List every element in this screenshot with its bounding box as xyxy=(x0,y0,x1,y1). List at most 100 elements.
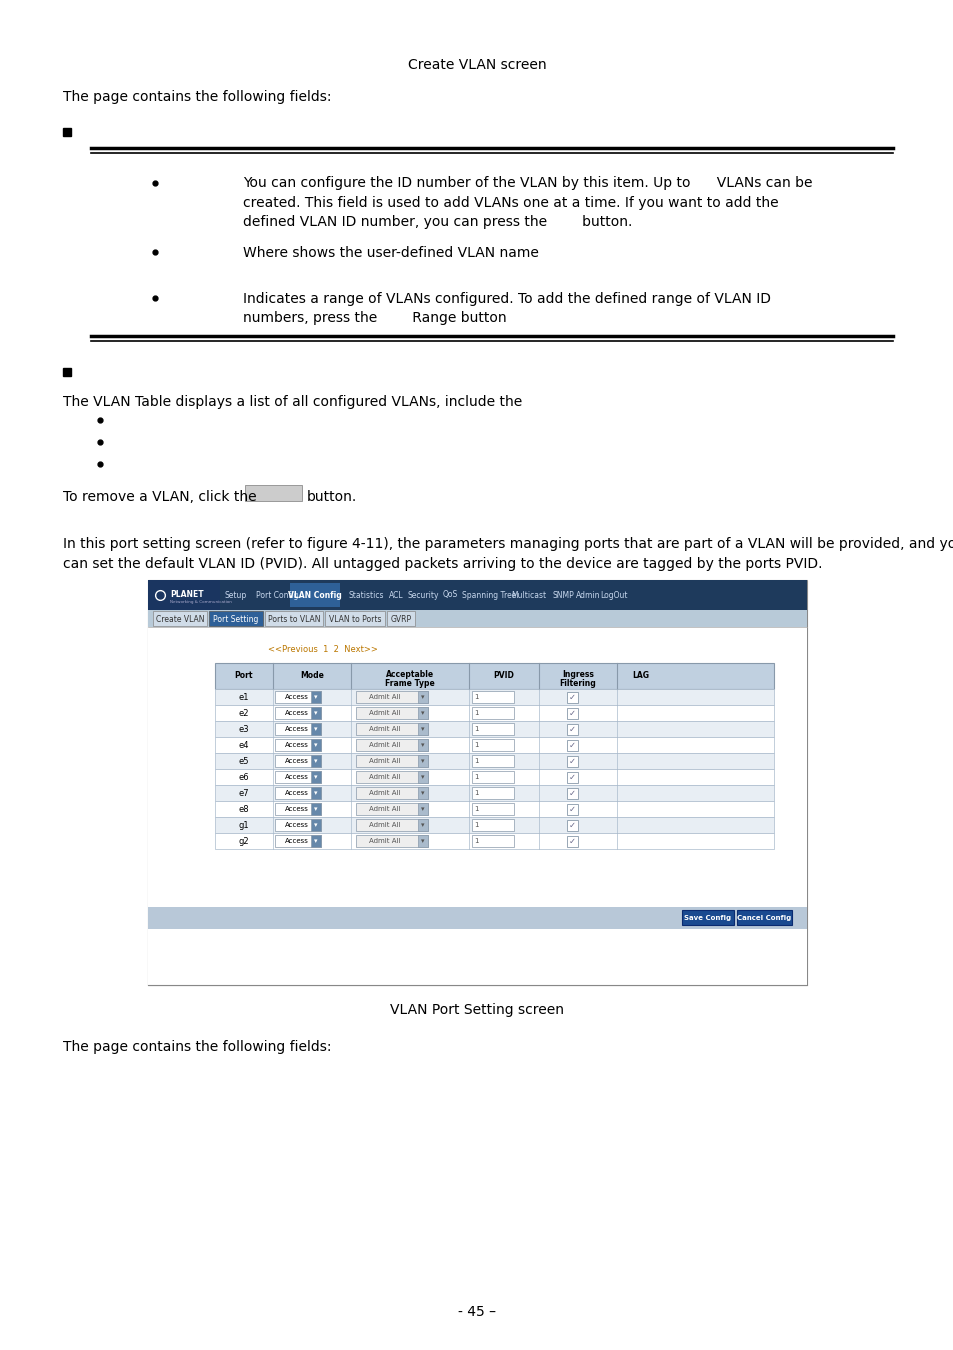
Bar xyxy=(148,610,806,626)
Text: g1: g1 xyxy=(238,821,249,829)
Text: Where shows the user-defined VLAN name: Where shows the user-defined VLAN name xyxy=(243,246,538,261)
Text: Filtering: Filtering xyxy=(559,679,596,688)
Text: ✓: ✓ xyxy=(568,788,575,798)
Text: The page contains the following fields:: The page contains the following fields: xyxy=(63,90,331,104)
Bar xyxy=(566,836,578,846)
Bar xyxy=(472,755,514,767)
Bar xyxy=(472,836,514,846)
Text: ▾: ▾ xyxy=(421,838,424,844)
Text: defined VLAN ID number, you can press the        button.: defined VLAN ID number, you can press th… xyxy=(243,215,632,230)
Bar xyxy=(355,819,428,832)
Bar xyxy=(472,803,514,815)
Text: Multicast: Multicast xyxy=(511,590,545,599)
Text: ▾: ▾ xyxy=(421,806,424,811)
Text: Port Setting: Port Setting xyxy=(213,614,258,624)
Text: Mode: Mode xyxy=(300,671,324,680)
Bar xyxy=(472,819,514,832)
Bar xyxy=(387,612,415,626)
Bar xyxy=(566,693,578,703)
Text: ▾: ▾ xyxy=(421,694,424,701)
Text: Frame Type: Frame Type xyxy=(385,679,435,688)
Bar xyxy=(417,755,428,767)
Text: ▾: ▾ xyxy=(314,774,317,780)
Text: VLAN Port Setting screen: VLAN Port Setting screen xyxy=(390,1003,563,1017)
Text: created. This field is used to add VLANs one at a time. If you want to add the: created. This field is used to add VLANs… xyxy=(243,196,778,211)
Bar xyxy=(274,819,320,832)
Text: ▾: ▾ xyxy=(421,790,424,796)
Text: Spanning Tree: Spanning Tree xyxy=(461,590,516,599)
Bar xyxy=(355,691,428,703)
Text: <<Previous  1  2  Next>>: <<Previous 1 2 Next>> xyxy=(268,644,377,653)
Text: 1: 1 xyxy=(474,710,478,716)
Bar xyxy=(355,803,428,815)
Bar xyxy=(214,817,773,833)
Text: e7: e7 xyxy=(238,788,249,798)
Text: ✓: ✓ xyxy=(568,772,575,782)
Text: PVID: PVID xyxy=(493,671,514,680)
Text: ▾: ▾ xyxy=(314,710,317,716)
Bar xyxy=(417,738,428,751)
Bar xyxy=(311,803,320,815)
Text: Create VLAN screen: Create VLAN screen xyxy=(407,58,546,72)
Text: e2: e2 xyxy=(238,709,249,717)
Text: Save Config: Save Config xyxy=(683,915,731,921)
Bar xyxy=(214,705,773,721)
Text: Access: Access xyxy=(285,790,309,796)
Bar xyxy=(566,740,578,751)
Text: ▾: ▾ xyxy=(421,726,424,732)
Text: ✓: ✓ xyxy=(568,693,575,702)
Text: e8: e8 xyxy=(238,805,249,814)
Bar xyxy=(274,836,320,846)
Text: Acceptable: Acceptable xyxy=(386,670,434,679)
Text: ▾: ▾ xyxy=(314,822,317,828)
Bar xyxy=(245,485,302,501)
Text: Create VLAN: Create VLAN xyxy=(155,614,204,624)
Bar xyxy=(355,738,428,751)
Text: Access: Access xyxy=(285,710,309,716)
Text: e1: e1 xyxy=(238,693,249,702)
Bar xyxy=(311,738,320,751)
Bar xyxy=(566,819,578,832)
Bar xyxy=(274,707,320,720)
Text: ✓: ✓ xyxy=(568,821,575,829)
Text: ▾: ▾ xyxy=(421,757,424,764)
Text: ▾: ▾ xyxy=(314,743,317,748)
Text: 1: 1 xyxy=(474,838,478,844)
Bar xyxy=(274,738,320,751)
Bar xyxy=(417,707,428,720)
Bar xyxy=(417,836,428,846)
Text: ACL: ACL xyxy=(389,590,403,599)
Bar xyxy=(417,803,428,815)
Text: 1: 1 xyxy=(474,790,478,796)
Text: Admit All: Admit All xyxy=(369,838,400,844)
Text: Setup: Setup xyxy=(225,590,247,599)
Text: 1: 1 xyxy=(474,757,478,764)
Text: Admit All: Admit All xyxy=(369,694,400,701)
Text: SNMP: SNMP xyxy=(553,590,574,599)
Bar xyxy=(417,691,428,703)
Bar xyxy=(417,787,428,799)
Bar xyxy=(311,724,320,734)
Bar xyxy=(311,836,320,846)
Text: The VLAN Table displays a list of all configured VLANs, include the: The VLAN Table displays a list of all co… xyxy=(63,396,521,409)
Bar xyxy=(214,663,773,688)
Bar xyxy=(214,769,773,784)
Text: Access: Access xyxy=(285,838,309,844)
Bar xyxy=(472,724,514,734)
Text: 1: 1 xyxy=(474,694,478,701)
Text: Admit All: Admit All xyxy=(369,757,400,764)
Bar xyxy=(472,707,514,720)
Bar xyxy=(472,691,514,703)
Text: Port: Port xyxy=(234,671,253,680)
Text: g2: g2 xyxy=(238,837,249,845)
Text: numbers, press the        Range button: numbers, press the Range button xyxy=(243,310,506,325)
Text: ✓: ✓ xyxy=(568,837,575,845)
Bar xyxy=(355,755,428,767)
Text: Admit All: Admit All xyxy=(369,790,400,796)
Bar xyxy=(311,691,320,703)
Text: Admit All: Admit All xyxy=(369,726,400,732)
Bar xyxy=(355,724,428,734)
Text: ✓: ✓ xyxy=(568,725,575,733)
Text: ▾: ▾ xyxy=(421,743,424,748)
Text: GVRP: GVRP xyxy=(390,614,411,624)
